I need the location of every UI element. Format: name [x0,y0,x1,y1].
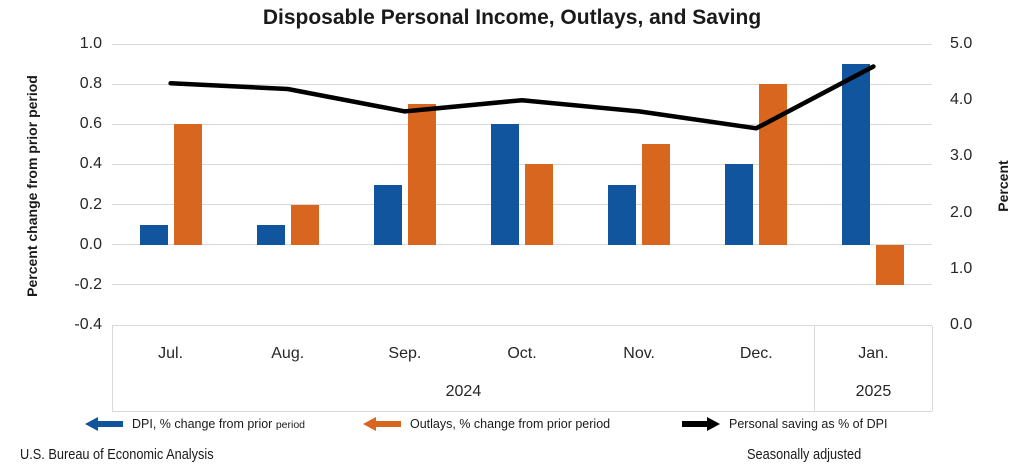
right-axis-tick: 5.0 [950,35,973,52]
gridline [112,324,932,326]
bar-dpi-jul [139,224,168,245]
left-axis-tick: -0.4 [74,316,102,333]
legend-item-outlays: Outlays, % change from prior period [363,413,610,435]
left-axis-tick: 0.0 [79,235,102,253]
left-axis-tick: 0.8 [79,75,102,93]
x-axis-label-jul: Jul. [158,345,184,362]
legend-item-saving: Personal saving as % of DPI [682,413,887,435]
bar-outlays-nov [642,144,671,245]
bar-outlays-aug [290,204,319,245]
x-axis-label-nov: Nov. [623,345,655,362]
bar-outlays-dec [759,84,788,245]
gridline [112,163,932,165]
bar-dpi-jan [842,64,871,245]
source-note: U.S. Bureau of Economic Analysis [20,447,214,463]
right-axis-tick: 1.0 [950,259,973,277]
bar-outlays-jan [876,244,905,285]
gridline [112,43,932,45]
gridline [112,83,932,85]
x-axis-label-sep: Sep. [388,345,422,362]
legend-item-dpi: DPI, % change from prior period [85,413,305,435]
x-axis-label-oct: Oct. [507,345,537,362]
bar-outlays-jul [173,124,202,245]
category-box-line [814,326,816,411]
bar-dpi-nov [608,184,637,245]
gridline [112,244,932,246]
gridline [112,284,932,286]
bar-dpi-aug [256,224,285,245]
legend-label: DPI, % change from prior period [132,417,306,431]
bar-dpi-dec [725,164,754,245]
right-axis-tick: 4.0 [950,91,973,109]
right-block-arrow-icon [682,417,720,431]
adjustment-note: Seasonally adjusted [747,447,862,463]
right-axis-tick: 2.0 [950,203,973,221]
left-block-arrow-icon [85,417,123,431]
gridline [112,123,932,125]
category-box-line [112,411,932,412]
x-axis-label-jan: Jan. [858,345,889,362]
bar-outlays-oct [525,164,553,245]
left-block-arrow-icon [363,417,401,431]
legend-label: Outlays, % change from prior period [410,417,611,431]
left-axis-tick: -0.2 [74,275,102,293]
right-axis-tick: 0.0 [950,316,973,333]
left-axis-tick: 0.6 [79,115,102,133]
year-label-2025: 2025 [855,383,892,400]
left-axis-tick: 1.0 [79,35,102,52]
bar-dpi-oct [491,124,519,245]
category-box-line [931,326,933,411]
bar-outlays-sep [407,104,436,245]
x-axis-label-aug: Aug. [271,345,305,362]
gridline [112,204,932,206]
legend-label: Personal saving as % of DPI [729,417,888,431]
saving-line [168,64,876,131]
x-axis-label-dec: Dec. [739,345,773,362]
legend-label-small: period [275,419,306,431]
left-axis-tick: 0.2 [79,195,102,213]
left-axis-tick: 0.4 [79,155,102,173]
bar-dpi-sep [373,184,402,245]
year-label-2024: 2024 [445,383,482,400]
chart-title: Disposable Personal Income, Outlays, and… [262,6,762,29]
right-axis-tick: 3.0 [950,147,973,165]
category-box-line [112,326,113,411]
